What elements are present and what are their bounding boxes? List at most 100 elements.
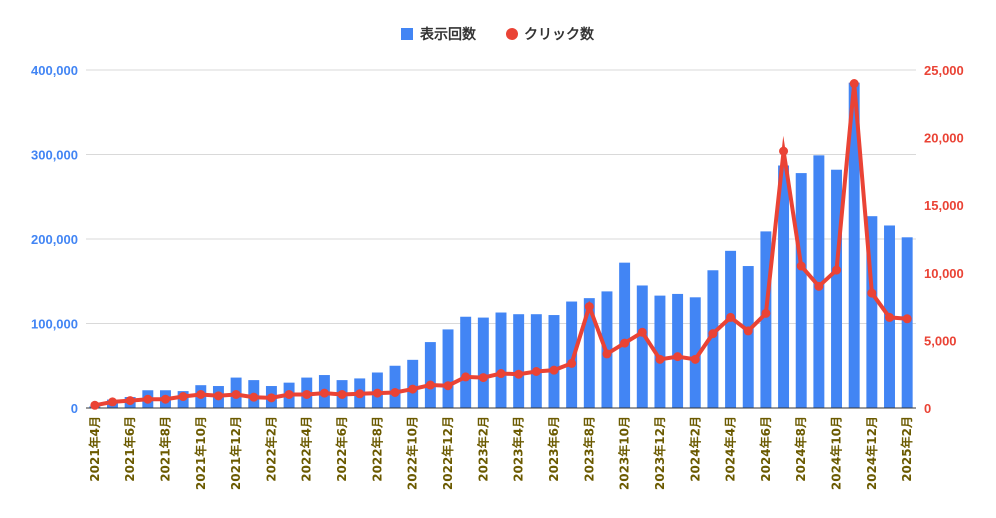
point-clicks bbox=[885, 312, 895, 322]
point-clicks bbox=[355, 389, 365, 399]
point-clicks bbox=[832, 265, 842, 275]
legend-item-clicks[interactable]: クリック数 bbox=[506, 26, 595, 43]
y-tick-right: 25,000 bbox=[924, 63, 964, 78]
bar-impressions bbox=[407, 359, 419, 408]
point-clicks bbox=[266, 393, 276, 403]
bar-impressions bbox=[424, 342, 436, 408]
bar-impressions bbox=[654, 295, 666, 408]
bar-impressions bbox=[636, 285, 648, 408]
x-tick-label: 2024年6月 bbox=[758, 416, 773, 482]
x-tick-label: 2023年8月 bbox=[581, 416, 596, 482]
y-axis-right: 0 5,000 10,000 15,000 20,000 25,000 bbox=[924, 63, 964, 416]
x-axis: 2021年4月 2021年6月 2021年8月 2021年10月 2021年12月 202… bbox=[87, 416, 914, 490]
point-clicks bbox=[549, 365, 559, 375]
x-tick-label: 2024年10月 bbox=[829, 416, 844, 490]
point-clicks bbox=[478, 373, 488, 383]
y-tick-left: 300,000 bbox=[31, 148, 78, 163]
point-clicks bbox=[814, 281, 824, 291]
point-clicks bbox=[443, 381, 453, 391]
point-clicks bbox=[708, 329, 718, 339]
x-tick-label: 2024年12月 bbox=[864, 416, 879, 490]
bar-impressions bbox=[813, 155, 825, 408]
point-clicks bbox=[496, 369, 506, 379]
y-tick-right: 5,000 bbox=[924, 333, 957, 348]
legend-item-impressions[interactable]: 表示回数 bbox=[401, 26, 477, 43]
bar-impressions bbox=[583, 298, 595, 408]
bar-impressions bbox=[742, 266, 754, 408]
x-tick-label: 2022年10月 bbox=[405, 416, 420, 490]
point-clicks bbox=[372, 388, 382, 398]
point-clicks bbox=[673, 352, 683, 362]
point-clicks bbox=[779, 146, 789, 156]
x-tick-label: 2022年8月 bbox=[369, 416, 384, 482]
bar-impressions bbox=[566, 301, 578, 408]
y-tick-right: 20,000 bbox=[924, 131, 964, 146]
point-clicks bbox=[249, 392, 259, 402]
point-clicks bbox=[160, 394, 170, 404]
point-clicks bbox=[567, 358, 577, 368]
y-tick-right: 15,000 bbox=[924, 198, 964, 213]
point-clicks bbox=[531, 366, 541, 376]
bar-impressions bbox=[495, 312, 507, 408]
point-clicks bbox=[461, 372, 471, 382]
legend-swatch-bar bbox=[401, 28, 413, 40]
bar-series-impressions bbox=[89, 82, 913, 409]
y-axis-left: 0 100,000 200,000 300,000 400,000 bbox=[31, 63, 78, 416]
point-clicks bbox=[408, 384, 418, 394]
point-clicks bbox=[302, 389, 312, 399]
bar-impressions bbox=[477, 317, 489, 408]
point-clicks bbox=[231, 389, 241, 399]
x-tick-label: 2025年2月 bbox=[899, 416, 914, 482]
point-clicks bbox=[796, 261, 806, 271]
point-clicks bbox=[425, 380, 435, 390]
point-clicks bbox=[107, 397, 117, 407]
x-tick-label: 2024年8月 bbox=[793, 416, 808, 482]
point-clicks bbox=[743, 326, 753, 336]
point-clicks bbox=[337, 389, 347, 399]
x-tick-label: 2023年6月 bbox=[546, 416, 561, 482]
point-clicks bbox=[196, 389, 206, 399]
bar-impressions bbox=[778, 165, 790, 408]
x-tick-label: 2021年8月 bbox=[158, 416, 173, 482]
point-clicks bbox=[761, 308, 771, 318]
y-tick-left: 400,000 bbox=[31, 63, 78, 78]
y-tick-left: 0 bbox=[71, 401, 78, 416]
bar-impressions bbox=[460, 316, 472, 408]
bar-impressions bbox=[866, 216, 878, 408]
point-clicks bbox=[902, 314, 912, 324]
x-tick-label: 2021年12月 bbox=[228, 416, 243, 490]
point-clicks bbox=[726, 312, 736, 322]
bar-impressions bbox=[760, 231, 772, 408]
point-clicks bbox=[602, 349, 612, 359]
point-clicks bbox=[90, 400, 100, 410]
bar-impressions bbox=[619, 262, 631, 408]
bar-impressions bbox=[831, 169, 843, 408]
x-tick-label: 2024年2月 bbox=[687, 416, 702, 482]
x-tick-label: 2023年2月 bbox=[475, 416, 490, 482]
y-tick-right: 10,000 bbox=[924, 266, 964, 281]
point-clicks bbox=[620, 338, 630, 348]
bar-impressions bbox=[689, 297, 701, 408]
y-tick-left: 100,000 bbox=[31, 317, 78, 332]
bar-impressions bbox=[513, 314, 525, 408]
y-tick-right: 0 bbox=[924, 401, 931, 416]
bar-impressions bbox=[548, 315, 560, 408]
bar-impressions bbox=[848, 82, 860, 409]
point-clicks bbox=[690, 354, 700, 364]
point-clicks bbox=[178, 392, 188, 402]
point-clicks bbox=[514, 369, 524, 379]
legend-swatch-dot bbox=[506, 28, 518, 40]
bar-impressions bbox=[530, 314, 542, 408]
bar-impressions bbox=[795, 173, 807, 408]
x-tick-label: 2023年4月 bbox=[511, 416, 526, 482]
x-tick-label: 2023年12月 bbox=[652, 416, 667, 490]
point-clicks bbox=[125, 396, 135, 406]
x-tick-label: 2021年6月 bbox=[122, 416, 137, 482]
legend: 表示回数 クリック数 bbox=[401, 26, 595, 43]
x-tick-label: 2022年12月 bbox=[440, 416, 455, 490]
y-tick-left: 200,000 bbox=[31, 232, 78, 247]
point-clicks bbox=[655, 354, 665, 364]
point-clicks bbox=[637, 327, 647, 337]
bar-impressions bbox=[707, 270, 719, 408]
